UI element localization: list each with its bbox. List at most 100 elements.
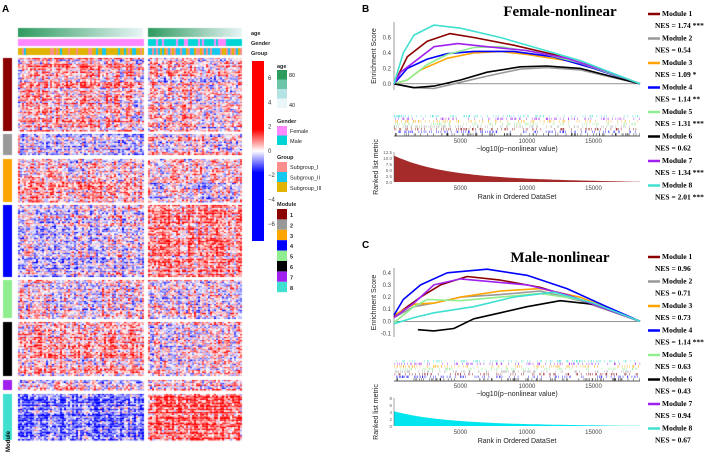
annotation-label-gender: Gender (251, 41, 271, 47)
chart-title: Male-nonlinear (510, 250, 609, 266)
legend-group-label: Subgroup_I (290, 165, 319, 171)
y-tick-label: 0.2 (383, 295, 392, 301)
legend-nes: NES = 0.73 (655, 313, 691, 322)
legend-nes: NES = 0.43 (655, 387, 691, 396)
legend-age-max: 80 (289, 73, 295, 79)
legend-module-name: Module 6 (662, 132, 692, 141)
y-tick-label: 0.0 (383, 82, 392, 88)
legend-module-label: 5 (290, 255, 293, 261)
legend-module-label: 7 (290, 275, 293, 281)
x-axis-label: −log10(p−nonlinear value) (476, 391, 557, 398)
x-tick-label: 10000 (519, 139, 536, 145)
legend-gender-swatch (277, 126, 287, 136)
y-tick-label: -0.1 (381, 331, 392, 337)
panel-label-b: B (362, 4, 369, 15)
legend-nes: NES = 1.14 *** (655, 338, 704, 347)
x-tick-label: 5000 (454, 139, 468, 145)
ranked-x-tick: 15000 (585, 430, 602, 436)
legend-module-name: Module 6 (662, 375, 692, 384)
legend-gender-title: Gender (277, 119, 297, 125)
legend-module-title: Module (277, 202, 296, 208)
legend-age-swatch (277, 89, 287, 99)
ranked-x-tick: 10000 (519, 430, 536, 436)
ranked-y-tick: 8 (389, 396, 392, 401)
x-axis-label: −log10(p−nonlinear value) (476, 146, 557, 153)
color-scale-bar (252, 61, 264, 241)
legend-module-name: Module 1 (662, 9, 692, 18)
legend-module-name: Module 5 (662, 350, 692, 359)
y-axis-label: Enrichment Score (371, 28, 378, 84)
legend-module-name: Module 5 (662, 107, 692, 116)
y-tick-label: 0.4 (383, 51, 392, 57)
es-curve-module-5 (393, 292, 641, 324)
panel-label-c: C (362, 240, 369, 251)
es-curve-module-6 (393, 65, 641, 89)
legend-age-title: age (277, 64, 286, 70)
x-tick-label: 5000 (454, 384, 468, 390)
legend-group-label: Subgroup_III (290, 186, 322, 192)
legend-age-swatch (277, 70, 287, 80)
legend-module-label: 2 (290, 223, 293, 229)
legend-module-label: 6 (290, 265, 293, 271)
y-tick-label: 0.2 (383, 66, 392, 72)
legend-module-name: Module 8 (662, 181, 692, 190)
ranked-x-tick: 10000 (519, 186, 536, 192)
legend-module-name: Module 3 (662, 58, 692, 67)
ranked-list-area (394, 411, 640, 426)
legend-nes: NES = 0.62 (655, 144, 691, 153)
ranked-y-tick: 0 (389, 424, 392, 429)
x-tick-label: 15000 (585, 139, 602, 145)
ranked-y-tick: 12.5 (383, 150, 392, 155)
legend-nes: NES = 0.63 (655, 362, 691, 371)
legend-module-label: 1 (290, 213, 293, 219)
es-curve-module-4 (393, 50, 641, 85)
legend-nes: NES = 1.31 *** (655, 119, 704, 128)
es-curve-module-7 (393, 278, 641, 323)
legend-nes: NES = 0.54 (655, 46, 691, 55)
ranked-y-tick: 2.5 (386, 174, 393, 179)
legend-module-swatch (277, 209, 287, 220)
legend-group-swatch (277, 172, 287, 182)
ranked-y-tick: 6 (389, 403, 392, 408)
legend-module-name: Module 4 (662, 326, 692, 335)
legend-age-swatch (277, 98, 287, 108)
module-axis-label: Module (6, 430, 12, 452)
color-scale-tick: 4 (268, 100, 272, 106)
legend-nes: NES = 1.74 *** (655, 21, 704, 30)
ranked-y-tick: 4 (389, 410, 392, 415)
female-gsea-plot: Female-nonlinear 0.0 0.2 0.4 0.6 Enrichment S… (371, 4, 704, 202)
y-tick-label: 0.6 (383, 35, 392, 41)
legend-nes: NES = 0.67 (655, 436, 691, 445)
ranked-x-tick: 5000 (454, 430, 468, 436)
legend-group-title: Group (277, 155, 294, 161)
ranked-y-label: Ranked list metric (373, 384, 380, 440)
color-scale-tick: −2 (268, 173, 276, 179)
ranked-y-tick: 5.0 (386, 168, 393, 173)
annotation-label-group: Group (251, 51, 268, 57)
ranked-y-tick: 7.5 (386, 162, 393, 167)
legend-age-min: 40 (289, 103, 295, 109)
legend-module-swatch (277, 219, 287, 230)
ranked-y-label: Ranked list metric (373, 139, 380, 195)
y-tick-label: 0.0 (383, 319, 392, 325)
es-curve-module-8 (393, 291, 641, 325)
y-tick-label: 0.3 (383, 283, 392, 289)
legend-nes: NES = 1.09 * (655, 70, 697, 79)
legend-module-name: Module 3 (662, 301, 692, 310)
legend-module-name: Module 2 (662, 277, 692, 286)
legend-module-label: 4 (290, 244, 294, 250)
legend-nes: NES = 1.14 ** (655, 95, 700, 104)
legend-module-name: Module 2 (662, 34, 692, 43)
annotation-label-age: age (251, 31, 260, 37)
color-scale-tick: 6 (268, 76, 272, 82)
color-scale-tick: 0 (268, 149, 272, 155)
x-tick-label: 15000 (585, 384, 602, 390)
legend-age-swatch (277, 79, 287, 89)
es-curve-module-7 (393, 42, 641, 85)
ranked-y-tick: 2 (389, 417, 392, 422)
ranked-list-area (394, 155, 640, 182)
legend-nes: NES = 0.71 (655, 289, 691, 298)
legend-gender-swatch (277, 135, 287, 145)
